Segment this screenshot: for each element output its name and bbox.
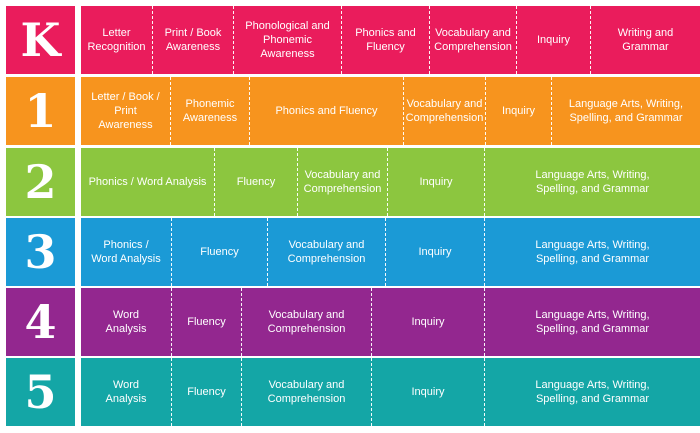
grade-label: 3 bbox=[6, 218, 75, 286]
grade-skills-band: Letter / Book / Print Awareness Phonemic … bbox=[81, 77, 700, 145]
skill-cell: Language Arts, Writing, Spelling, and Gr… bbox=[484, 288, 700, 356]
grade-label: 4 bbox=[6, 288, 75, 356]
skill-cell: Vocabulary and Comprehension bbox=[241, 358, 371, 426]
skill-cell: Inquiry bbox=[485, 77, 551, 145]
grade-label: 5 bbox=[6, 358, 75, 426]
skill-cell: Language Arts, Writing, Spelling, and Gr… bbox=[484, 218, 700, 286]
grade-row: K Letter Recognition Print / Book Awarenes… bbox=[0, 6, 700, 74]
skill-cell: Phonemic Awareness bbox=[170, 77, 249, 145]
skill-cell: Inquiry bbox=[371, 288, 484, 356]
skill-cell: Word Analysis bbox=[105, 309, 147, 335]
grade-skills-band: Phonics / Word Analysis Fluency Vocabulary… bbox=[81, 148, 700, 216]
skill-cell: Language Arts, Writing, Spelling, and Gr… bbox=[484, 358, 700, 426]
grade-row: 5 Word Analysis Fluency Vocabulary and Comp… bbox=[0, 358, 700, 426]
grade-label: 1 bbox=[6, 77, 75, 145]
skill-cell: Phonological and Phonemic Awareness bbox=[233, 6, 341, 74]
skill-cell: Fluency bbox=[214, 148, 297, 216]
skill-cell: Vocabulary and Comprehension bbox=[429, 6, 516, 74]
skill-cell: Letter / Book / Print Awareness bbox=[91, 91, 160, 131]
skill-cell: Writing and Grammar bbox=[590, 6, 700, 74]
grade-label: 2 bbox=[6, 148, 75, 216]
grade-skills-band: Word Analysis Fluency Vocabulary and Compr… bbox=[81, 358, 700, 426]
grade-label: K bbox=[6, 6, 75, 74]
grade-skills-band: Phonics / Word Analysis Fluency Vocabulary… bbox=[81, 218, 700, 286]
skill-cell: Phonics / Word Analysis bbox=[91, 239, 161, 265]
skill-cell: Phonics and Fluency bbox=[249, 77, 403, 145]
grade-row: 1 Letter / Book / Print Awareness Phonemic… bbox=[0, 77, 700, 145]
skill-cell: Inquiry bbox=[516, 6, 590, 74]
grade-skills-band: Letter Recognition Print / Book Awareness… bbox=[81, 6, 700, 74]
grade-row: 4 Word Analysis Fluency Vocabulary and Comp… bbox=[0, 288, 700, 356]
skill-cell: Word Analysis bbox=[105, 379, 147, 405]
skill-cell: Fluency bbox=[171, 288, 241, 356]
skill-cell: Phonics and Fluency bbox=[341, 6, 429, 74]
grade-row: 2 Phonics / Word Analysis Fluency Vocabular… bbox=[0, 148, 700, 216]
skill-cell: Fluency bbox=[171, 218, 267, 286]
skill-cell: Vocabulary and Comprehension bbox=[403, 77, 485, 145]
skill-cell: Vocabulary and Comprehension bbox=[267, 218, 385, 286]
skill-cell: Language Arts, Writing, Spelling, and Gr… bbox=[551, 77, 700, 145]
skill-cell: Letter Recognition bbox=[87, 27, 146, 53]
skill-cell: Inquiry bbox=[385, 218, 484, 286]
grade-row: 3 Phonics / Word Analysis Fluency Vocabular… bbox=[0, 218, 700, 286]
skill-cell: Vocabulary and Comprehension bbox=[297, 148, 387, 216]
skill-cell: Fluency bbox=[171, 358, 241, 426]
skill-cell: Inquiry bbox=[387, 148, 484, 216]
skill-cell: Language Arts, Writing, Spelling, and Gr… bbox=[484, 148, 700, 216]
skill-cell: Inquiry bbox=[371, 358, 484, 426]
grade-skills-band: Word Analysis Fluency Vocabulary and Compr… bbox=[81, 288, 700, 356]
skill-cell: Phonics / Word Analysis bbox=[88, 176, 207, 188]
skill-cell: Print / Book Awareness bbox=[152, 6, 233, 74]
skill-cell: Vocabulary and Comprehension bbox=[241, 288, 371, 356]
